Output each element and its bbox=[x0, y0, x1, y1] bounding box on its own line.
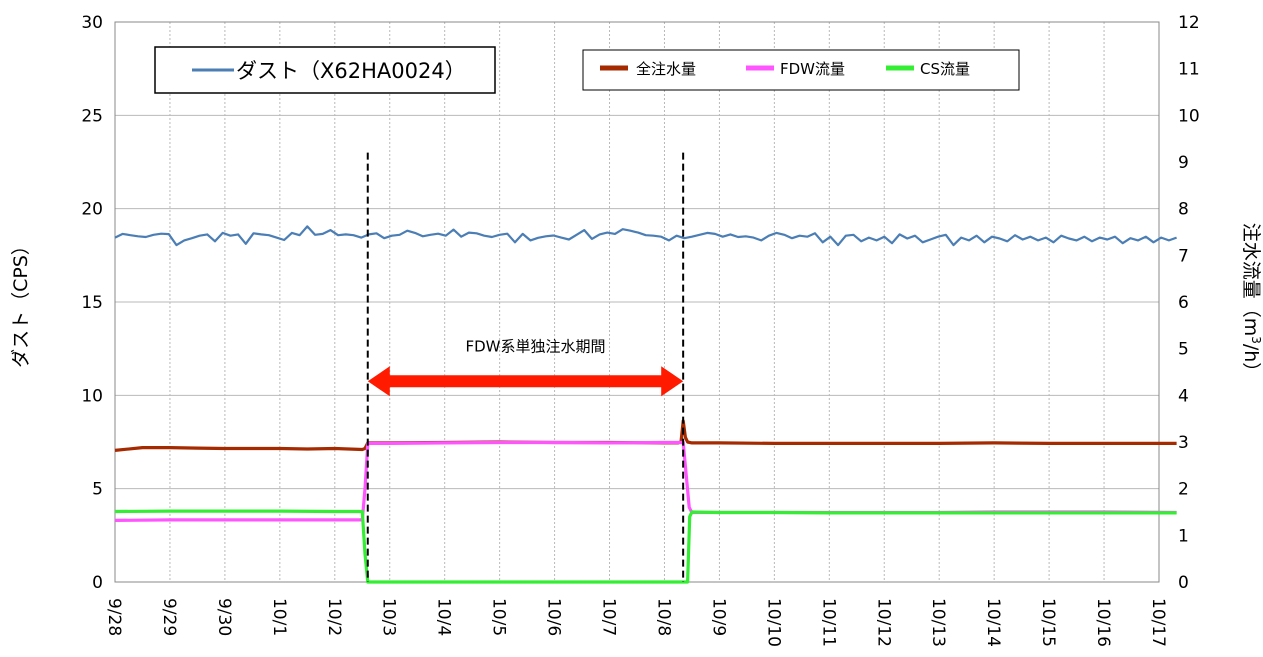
x-tick-label-10: 10/8 bbox=[653, 598, 673, 636]
legend-cs-label: CS流量 bbox=[920, 60, 970, 78]
legend-dust: ダスト（X62HA0024） bbox=[154, 46, 496, 94]
x-tick-label-6: 10/4 bbox=[434, 598, 454, 636]
series-line-cs-flow bbox=[114, 509, 1177, 584]
right-tick-label-10: 10 bbox=[1178, 106, 1200, 126]
legend-dust-label: ダスト（X62HA0024） bbox=[236, 59, 466, 83]
x-tick-label-18: 10/16 bbox=[1093, 598, 1113, 647]
right-axis-title-sup: 3 bbox=[1249, 336, 1263, 344]
left-axis-ticks: 0 5 10 15 20 25 30 bbox=[81, 13, 103, 593]
x-tick-label-0: 9/28 bbox=[104, 598, 124, 636]
right-tick-label-8: 8 bbox=[1178, 200, 1189, 220]
right-tick-label-9: 9 bbox=[1178, 153, 1189, 173]
left-tick-label-1: 5 bbox=[92, 480, 103, 500]
period-label: FDW系単独注水期間 bbox=[465, 337, 605, 355]
dashed-markers bbox=[366, 152, 685, 582]
x-tick-label-9: 10/7 bbox=[599, 598, 619, 636]
x-axis-ticks: 9/28 9/29 9/30 10/1 10/2 10/3 10/4 10/5 10/6 10/7… bbox=[104, 598, 1168, 647]
right-tick-label-7: 7 bbox=[1178, 246, 1189, 266]
x-tick-label-8: 10/6 bbox=[544, 598, 564, 636]
series-layer bbox=[114, 225, 1177, 584]
series-line-dust bbox=[114, 225, 1177, 247]
right-tick-label-12: 12 bbox=[1178, 13, 1200, 33]
right-axis-title-main: 注水流量（m bbox=[1240, 223, 1262, 337]
legend-flow-box bbox=[582, 49, 1020, 91]
right-tick-label-0: 0 bbox=[1178, 573, 1189, 593]
x-tick-label-7: 10/5 bbox=[489, 598, 509, 636]
x-tick-label-3: 10/1 bbox=[269, 598, 289, 636]
right-axis-title: 注水流量（m3/h） bbox=[1240, 223, 1263, 382]
left-tick-label-2: 10 bbox=[81, 386, 103, 406]
left-axis-title: ダスト（CPS） bbox=[10, 236, 32, 368]
x-tick-label-12: 10/10 bbox=[763, 598, 783, 647]
x-tick-label-17: 10/15 bbox=[1038, 598, 1058, 647]
right-tick-label-11: 11 bbox=[1178, 60, 1200, 80]
x-tick-label-11: 10/9 bbox=[708, 598, 728, 636]
x-tick-label-13: 10/11 bbox=[818, 598, 838, 647]
right-tick-label-5: 5 bbox=[1178, 340, 1189, 360]
right-tick-label-1: 1 bbox=[1178, 526, 1189, 546]
x-tick-label-14: 10/12 bbox=[873, 598, 893, 647]
right-tick-label-6: 6 bbox=[1178, 293, 1189, 313]
right-tick-label-4: 4 bbox=[1178, 386, 1189, 406]
right-tick-label-2: 2 bbox=[1178, 480, 1189, 500]
x-tick-label-16: 10/14 bbox=[983, 598, 1003, 647]
x-tick-label-1: 9/29 bbox=[159, 598, 179, 636]
left-tick-label-0: 0 bbox=[92, 573, 103, 593]
gridlines bbox=[115, 22, 1159, 582]
left-tick-label-6: 30 bbox=[81, 13, 103, 33]
legend-total-label: 全注水量 bbox=[636, 60, 696, 78]
annotation-layer: FDW系単独注水期間 bbox=[367, 337, 684, 397]
x-tick-label-4: 10/2 bbox=[324, 598, 344, 636]
period-double-arrow bbox=[367, 366, 684, 397]
left-tick-label-5: 25 bbox=[81, 106, 103, 126]
right-axis-title-tail: /h） bbox=[1240, 344, 1262, 381]
x-tick-label-5: 10/3 bbox=[379, 598, 399, 636]
x-tick-label-2: 9/30 bbox=[214, 598, 234, 636]
legend-fdw-label: FDW流量 bbox=[780, 60, 845, 78]
left-tick-label-3: 15 bbox=[81, 293, 103, 313]
right-tick-label-3: 3 bbox=[1178, 433, 1189, 453]
legend-flow: 全注水量 FDW流量 CS流量 bbox=[582, 49, 1020, 91]
left-tick-label-4: 20 bbox=[81, 200, 103, 220]
x-tick-label-15: 10/13 bbox=[928, 598, 948, 647]
x-tick-label-19: 10/17 bbox=[1148, 598, 1168, 647]
